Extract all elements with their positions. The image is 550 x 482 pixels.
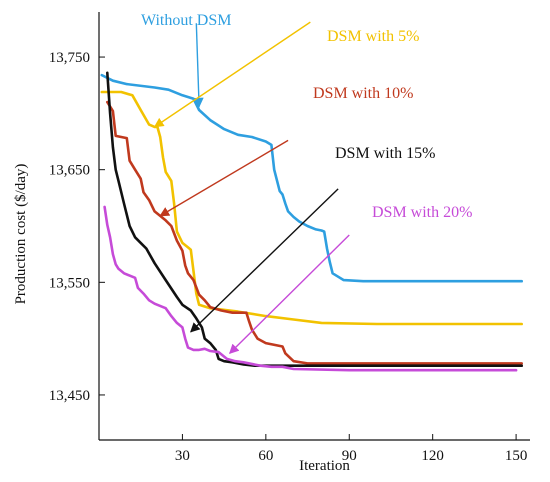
annotation-arrow-5 — [228, 234, 350, 354]
annotation-label-5: DSM with 20% — [372, 204, 472, 221]
annotation-arrow-3 — [159, 139, 289, 217]
series-line-2 — [100, 90, 523, 326]
x-tick-label-90: 90 — [342, 448, 357, 464]
series-layer — [100, 71, 523, 372]
x-tick-label-120: 120 — [421, 448, 444, 464]
annotation-label-4: DSM with 15% — [335, 145, 435, 162]
x-tick-label-150: 150 — [505, 448, 528, 464]
axes-layer: 30 60 90 120 150 13,450 13,550 13,650 13,750 — [49, 12, 530, 464]
series-line-3 — [106, 100, 523, 365]
series-line-1 — [100, 73, 523, 283]
series-line-5 — [103, 205, 518, 372]
annotation-arrow-2 — [153, 21, 311, 128]
annotation-layer: Without DSM DSM with 5% DSM with 10% DSM wi… — [141, 12, 472, 354]
annotation-arrow-1 — [193, 23, 204, 108]
annotation-arrow-4 — [190, 188, 339, 333]
y-axis-title: Production cost ($/day) — [13, 164, 29, 305]
y-tick-label-13750: 13,750 — [49, 50, 90, 66]
annotation-label-3: DSM with 10% — [313, 85, 413, 102]
x-tick-label-30: 30 — [175, 448, 190, 464]
series-line-4 — [106, 71, 523, 367]
annotation-label-1: Without DSM — [141, 12, 231, 29]
x-axis-title: Iteration — [299, 458, 350, 474]
x-tick-label-60: 60 — [258, 448, 273, 464]
annotation-label-2: DSM with 5% — [327, 28, 419, 45]
y-tick-label-13650: 13,650 — [49, 163, 90, 179]
y-tick-label-13550: 13,550 — [49, 275, 90, 291]
y-tick-label-13450: 13,450 — [49, 388, 90, 404]
